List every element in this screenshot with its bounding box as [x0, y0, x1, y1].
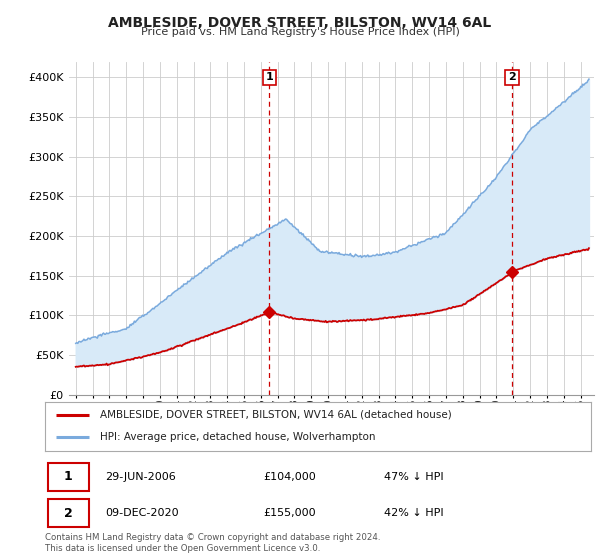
Text: AMBLESIDE, DOVER STREET, BILSTON, WV14 6AL: AMBLESIDE, DOVER STREET, BILSTON, WV14 6…	[109, 16, 491, 30]
Text: Contains HM Land Registry data © Crown copyright and database right 2024.
This d: Contains HM Land Registry data © Crown c…	[45, 533, 380, 553]
Text: £104,000: £104,000	[263, 472, 316, 482]
Text: 1: 1	[265, 72, 273, 82]
Text: HPI: Average price, detached house, Wolverhampton: HPI: Average price, detached house, Wolv…	[100, 432, 375, 442]
FancyBboxPatch shape	[48, 499, 89, 528]
Text: 2: 2	[64, 507, 73, 520]
Text: 09-DEC-2020: 09-DEC-2020	[105, 508, 179, 518]
Text: AMBLESIDE, DOVER STREET, BILSTON, WV14 6AL (detached house): AMBLESIDE, DOVER STREET, BILSTON, WV14 6…	[100, 410, 451, 420]
Text: 29-JUN-2006: 29-JUN-2006	[105, 472, 176, 482]
Text: 2: 2	[508, 72, 516, 82]
FancyBboxPatch shape	[48, 463, 89, 491]
Text: £155,000: £155,000	[263, 508, 316, 518]
Text: 47% ↓ HPI: 47% ↓ HPI	[383, 472, 443, 482]
Text: 1: 1	[64, 470, 73, 483]
Text: 42% ↓ HPI: 42% ↓ HPI	[383, 508, 443, 518]
Text: Price paid vs. HM Land Registry's House Price Index (HPI): Price paid vs. HM Land Registry's House …	[140, 27, 460, 37]
